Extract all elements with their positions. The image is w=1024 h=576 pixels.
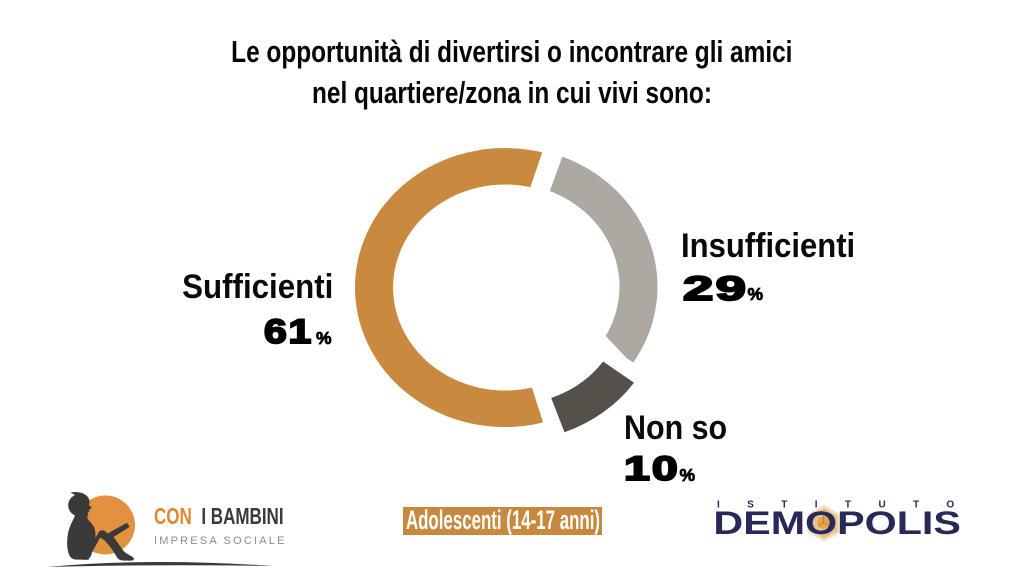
svg-text:DEMOPOLIS: DEMOPOLIS	[713, 505, 960, 541]
svg-text:CON: CON	[154, 505, 192, 530]
svg-text:I BAMBINI: I BAMBINI	[201, 505, 283, 530]
svg-text:ISTITUTO: ISTITUTO	[717, 500, 982, 511]
svg-text:IMPRESA SOCIALE: IMPRESA SOCIALE	[154, 535, 287, 547]
